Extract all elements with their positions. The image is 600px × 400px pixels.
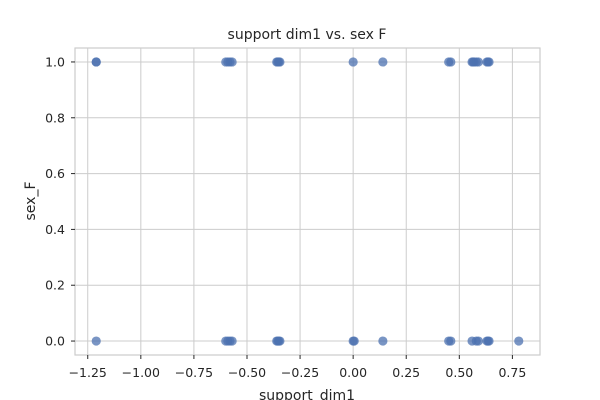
y-tick-label: 0.4 [45,222,65,237]
data-point [514,336,524,346]
data-point [378,336,388,346]
x-tick-label: −0.50 [228,365,266,380]
y-tick-label: 1.0 [45,54,65,69]
y-tick-label: 0.0 [45,334,65,349]
plot-frame [74,47,541,356]
x-tick-label: 0.50 [445,365,473,380]
x-tick-label: 0.25 [392,365,420,380]
x-tick-label: 0.75 [498,365,526,380]
y-tick-label: 0.6 [45,166,65,181]
x-tick-label: −1.00 [122,365,160,380]
y-axis-label: sex_F [23,182,39,221]
data-point [473,336,484,346]
data-point [275,57,285,67]
grid-layer [75,48,540,355]
x-tick-label: −0.25 [281,365,319,380]
data-point [446,57,456,67]
x-axis-label: support_dim1 [259,388,355,400]
y-tick-label: 0.8 [45,110,65,125]
data-point [378,57,388,67]
data-point [446,336,456,346]
data-point [473,57,484,67]
x-tick-label: −0.75 [175,365,213,380]
x-tick-label: 0.00 [339,365,367,380]
data-point [349,336,359,346]
points-layer [91,57,524,346]
data-point [275,336,285,346]
data-point [91,57,101,67]
data-point [484,336,494,346]
ticks-layer: −1.25 −1.00 −0.75 −0.50 −0.25 0.00 0.25 0.50 0.7… [45,54,526,380]
data-point [227,336,237,346]
x-tick-label: −1.25 [69,365,107,380]
data-point [227,57,237,67]
data-point [348,57,358,67]
data-point [484,57,494,67]
y-tick-label: 0.2 [45,278,65,293]
data-point [91,336,101,346]
chart-title: support dim1 vs. sex F [228,27,387,43]
